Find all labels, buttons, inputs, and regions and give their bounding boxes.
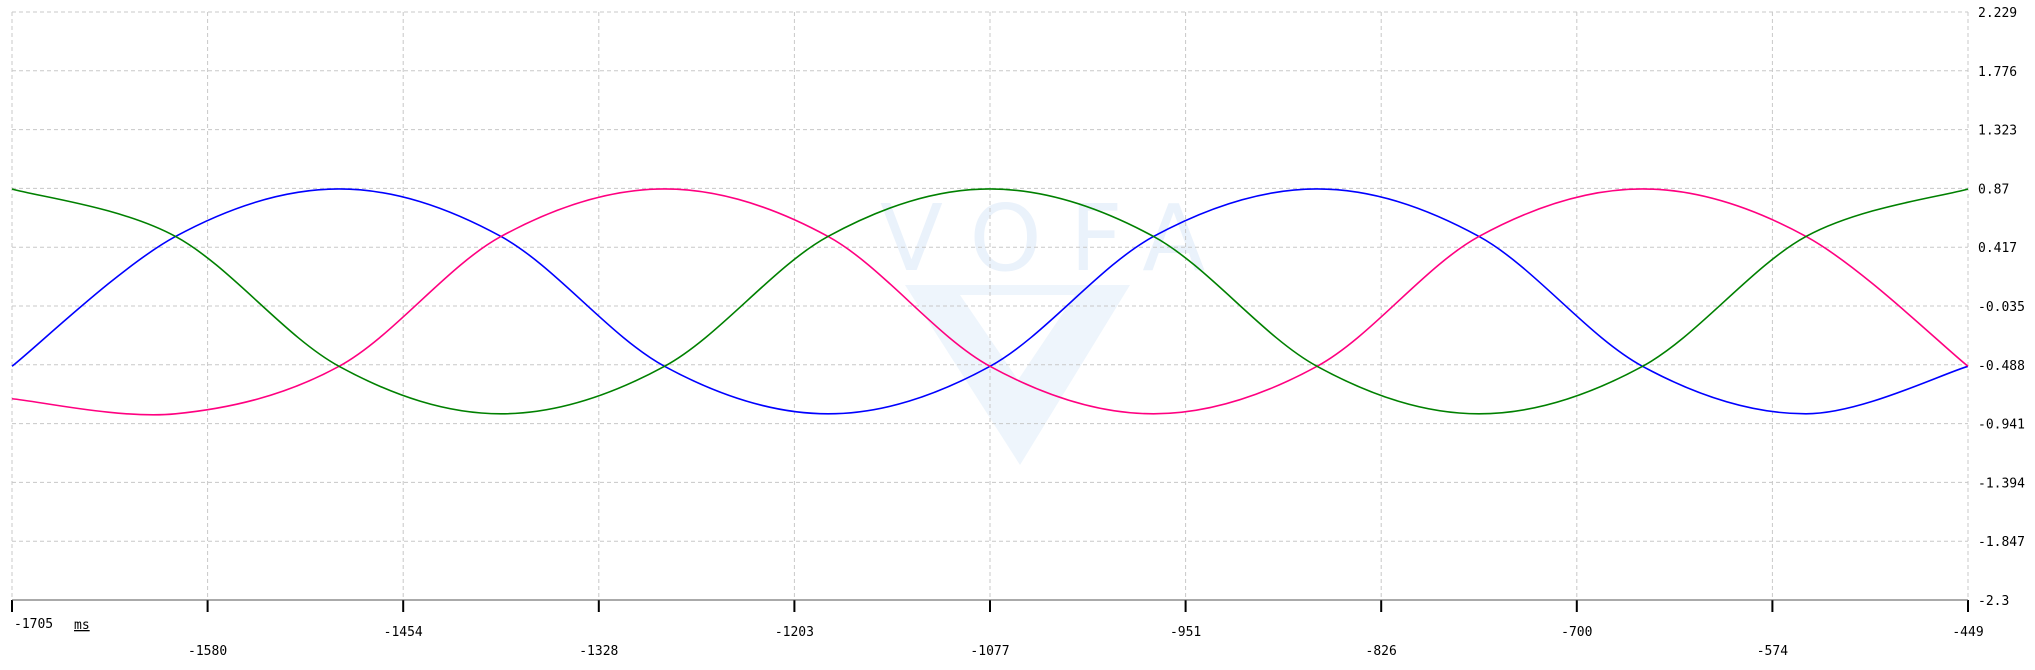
x-tick-label: -1203 bbox=[775, 625, 814, 640]
x-tick-label: -1454 bbox=[384, 625, 423, 640]
x-unit-label: ms bbox=[74, 618, 90, 633]
watermark-text: VOFA bbox=[880, 185, 1233, 292]
series-layer bbox=[11, 188, 1969, 416]
grid bbox=[11, 11, 1969, 600]
series-line bbox=[11, 188, 1969, 415]
series-line bbox=[11, 188, 1969, 416]
y-tick-label: 0.87 bbox=[1978, 182, 2009, 197]
y-tick-label: -0.035 bbox=[1978, 300, 2025, 315]
y-tick-label: 1.776 bbox=[1978, 65, 2017, 80]
y-tick-label: -0.488 bbox=[1978, 359, 2025, 374]
y-tick-label: -0.941 bbox=[1978, 418, 2025, 433]
x-tick-label: -1328 bbox=[579, 644, 618, 659]
y-tick-label: 2.229 bbox=[1978, 6, 2017, 21]
y-tick-label: -2.3 bbox=[1978, 594, 2009, 609]
x-tick-label: -951 bbox=[1170, 625, 1201, 640]
watermark-logo-cut bbox=[960, 295, 1075, 380]
y-tick-label: 1.323 bbox=[1978, 124, 2017, 139]
x-tick-label: -1705 bbox=[14, 617, 53, 632]
axes: 2.229 1.776 1.323 0.87 0.417 -0.035 -0.488 -0.9… bbox=[11, 6, 2025, 659]
y-tick-label: 0.417 bbox=[1978, 241, 2017, 256]
x-tick-label: -574 bbox=[1757, 644, 1788, 659]
x-tick-label: -449 bbox=[1952, 625, 1983, 640]
x-tick-label: -1580 bbox=[188, 644, 227, 659]
y-tick-label: -1.847 bbox=[1978, 535, 2025, 550]
x-tick-label: -700 bbox=[1561, 625, 1592, 640]
y-tick-label: -1.394 bbox=[1978, 476, 2025, 491]
watermark: VOFA bbox=[880, 185, 1233, 465]
x-tick-label: -826 bbox=[1366, 644, 1397, 659]
x-tick-label: -1077 bbox=[970, 644, 1009, 659]
